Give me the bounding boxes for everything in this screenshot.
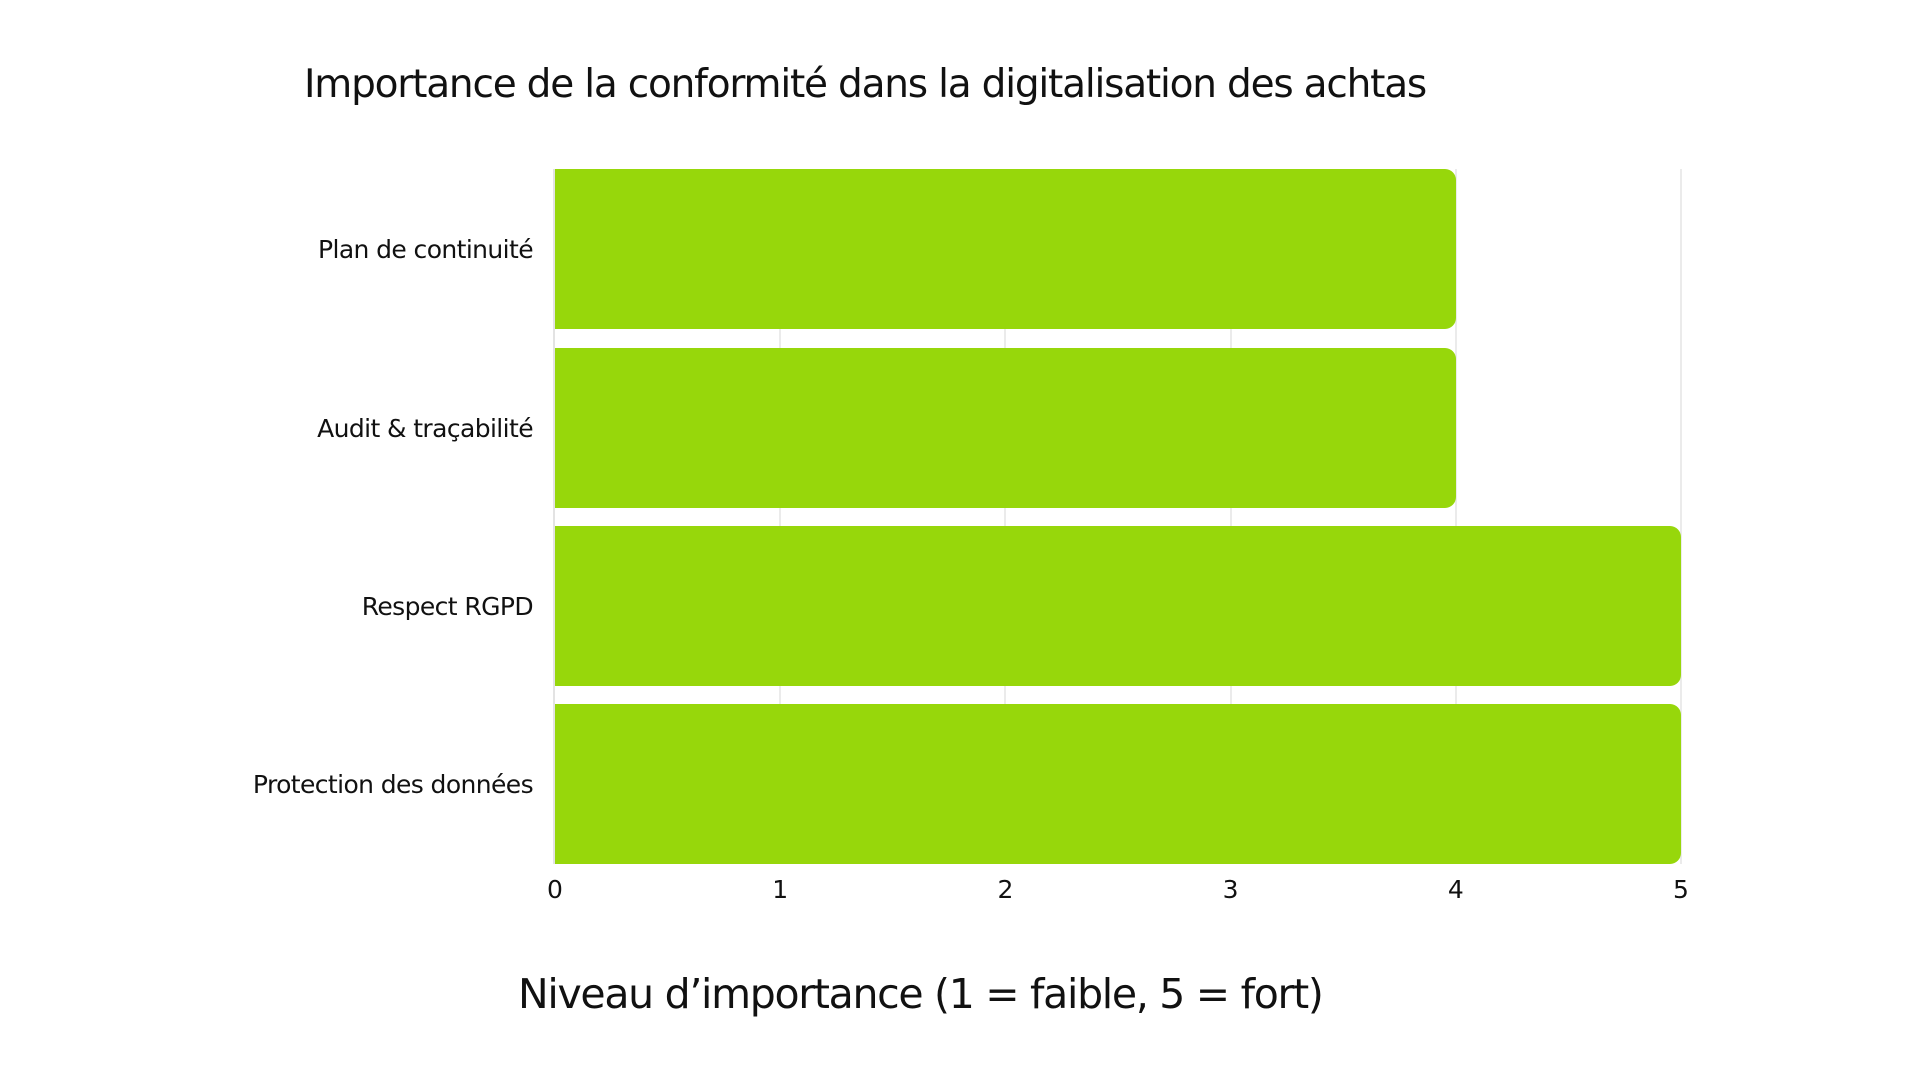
category-label: Audit & traçabilité <box>317 413 534 443</box>
gridline <box>1004 169 1007 864</box>
chart-title: Importance de la conformité dans la digi… <box>304 62 1427 107</box>
gridline <box>1229 169 1232 864</box>
x-tick-label: 2 <box>997 875 1014 904</box>
x-tick-label: 1 <box>772 875 789 904</box>
x-tick-label: 4 <box>1447 875 1464 904</box>
bar <box>555 169 1456 329</box>
gridline <box>779 169 782 864</box>
x-tick-label: 5 <box>1673 875 1689 904</box>
gridline <box>1680 169 1682 864</box>
gridline <box>1454 169 1457 864</box>
bar <box>555 704 1681 864</box>
x-axis-title: Niveau d’importance (1 = faible, 5 = for… <box>518 970 1324 1018</box>
bar <box>555 526 1681 686</box>
x-tick-label: 3 <box>1222 875 1239 904</box>
plot-area <box>553 169 1682 864</box>
category-label: Protection des données <box>252 769 534 799</box>
category-label: Respect RGPD <box>361 591 534 621</box>
y-axis-line <box>553 169 555 864</box>
x-tick-label: 0 <box>547 875 563 904</box>
category-label: Plan de continuité <box>318 234 534 264</box>
bar <box>555 348 1456 508</box>
